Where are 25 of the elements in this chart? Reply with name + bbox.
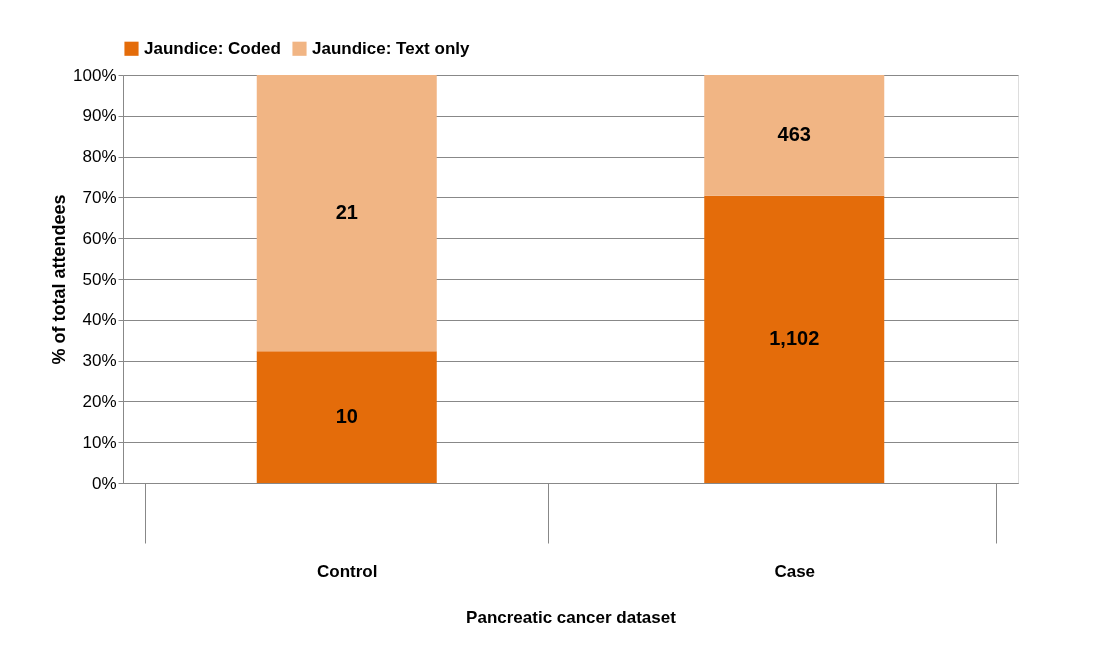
bar (256, 351, 437, 483)
y-tick-label: 60% (82, 228, 117, 248)
y-tick-label: 20% (82, 391, 117, 411)
y-tick-label: 90% (82, 106, 117, 126)
annotation: 463 (777, 123, 811, 146)
y-tick-label: 30% (82, 351, 117, 371)
y-axis-title: % of total attendees (49, 194, 70, 365)
annotation: 1,102 (769, 327, 820, 350)
legend-label: Jaundice: Coded (144, 38, 281, 58)
bar (256, 75, 437, 352)
y-tick-label: 50% (82, 269, 117, 289)
bar (704, 195, 885, 483)
x-tick-label: Control (317, 561, 378, 581)
y-tick-label: 0% (91, 473, 117, 493)
y-tick-label: 80% (82, 147, 117, 167)
y-tick-label: 40% (82, 310, 117, 330)
legend-label: Jaundice: Text only (312, 38, 470, 58)
x-axis-title: Pancreatic cancer dataset (466, 607, 677, 627)
y-tick-label: 10% (82, 432, 117, 452)
annotation: 21 (335, 201, 358, 224)
x-tick-label: Case (774, 561, 816, 581)
y-tick-label: 70% (82, 187, 117, 207)
bar (704, 75, 885, 196)
y-tick-label: 100% (73, 65, 117, 85)
annotation: 10 (335, 405, 358, 428)
